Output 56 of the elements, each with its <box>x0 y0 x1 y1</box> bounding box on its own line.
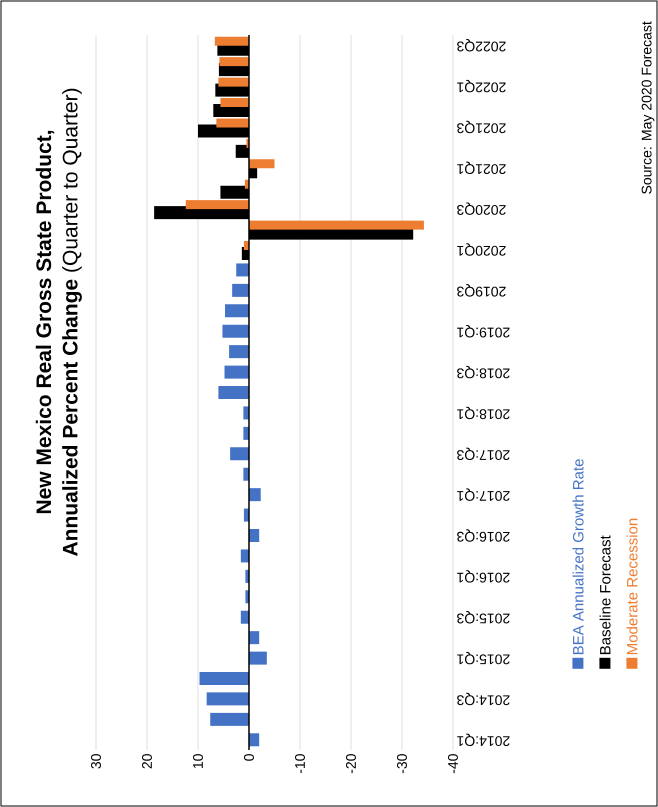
y-tick-label: 2022Q3 <box>457 39 506 52</box>
text: Annualized Percent Change (Quarter to Quarter) <box>62 88 82 556</box>
y-tick-label: 2021Q3 <box>457 120 506 134</box>
y-tick-label: 2018:Q1 <box>457 406 510 420</box>
y-tick-label: 2019:Q1 <box>457 325 510 338</box>
text: New Mexico Real Gross State Product, <box>36 130 54 514</box>
y-tick-label: 2019Q3 <box>457 284 506 297</box>
bar <box>220 98 249 108</box>
y-tick-label: 2020Q3 <box>457 202 506 215</box>
bar <box>248 488 261 502</box>
source-note: Source: May 2020 Forecast <box>642 21 654 194</box>
bar <box>222 324 249 338</box>
y-tick-label: 2014:Q3 <box>457 692 510 706</box>
bar <box>219 57 249 66</box>
x-tick-label: 20 <box>142 754 152 768</box>
bar <box>200 672 249 686</box>
bar <box>218 386 249 400</box>
bar <box>210 712 249 726</box>
bar <box>214 36 249 46</box>
bar <box>230 447 249 460</box>
bar <box>216 118 249 128</box>
y-tick-label: 2014:Q1 <box>457 734 510 746</box>
y-tick-label: 2015:Q1 <box>457 652 510 664</box>
y-tick-label: 2016:Q1 <box>457 570 510 583</box>
bar <box>248 529 260 542</box>
y-tick-label: 2021Q1 <box>457 162 506 174</box>
y-tick-label: 2022Q1 <box>457 80 506 92</box>
x-tick-label: -20 <box>346 754 356 774</box>
y-tick-label: 2015:Q3 <box>457 611 510 624</box>
x-tick-label: -40 <box>448 754 458 774</box>
y-tick-label: 2017:Q3 <box>457 448 510 460</box>
y-tick-label: 2016:Q3 <box>457 529 510 542</box>
bar <box>218 78 249 87</box>
bar <box>206 692 249 706</box>
bar <box>225 304 249 318</box>
bar <box>232 284 249 297</box>
y-tick-label: 2018:Q3 <box>457 366 510 378</box>
bar <box>186 200 249 210</box>
bar <box>248 652 267 665</box>
y-tick-label: 2017:Q1 <box>457 488 510 501</box>
x-tick-label: 30 <box>91 754 101 769</box>
x-tick-label: 10 <box>193 754 203 768</box>
bar <box>229 345 249 358</box>
text: BEA Annualized Growth Rate <box>572 459 584 654</box>
bar <box>224 366 249 379</box>
bar <box>236 263 249 276</box>
bar <box>248 733 260 746</box>
x-tick-label: -30 <box>397 754 407 774</box>
y-tick-label: 2020Q1 <box>457 243 506 256</box>
bar <box>248 631 260 644</box>
x-tick-label: 0 <box>244 754 254 761</box>
text: Moderate Recession <box>626 518 638 654</box>
bar <box>248 159 274 168</box>
x-tick-label: -10 <box>295 754 305 774</box>
bar <box>248 220 424 230</box>
text: Baseline Forecast <box>600 535 611 654</box>
